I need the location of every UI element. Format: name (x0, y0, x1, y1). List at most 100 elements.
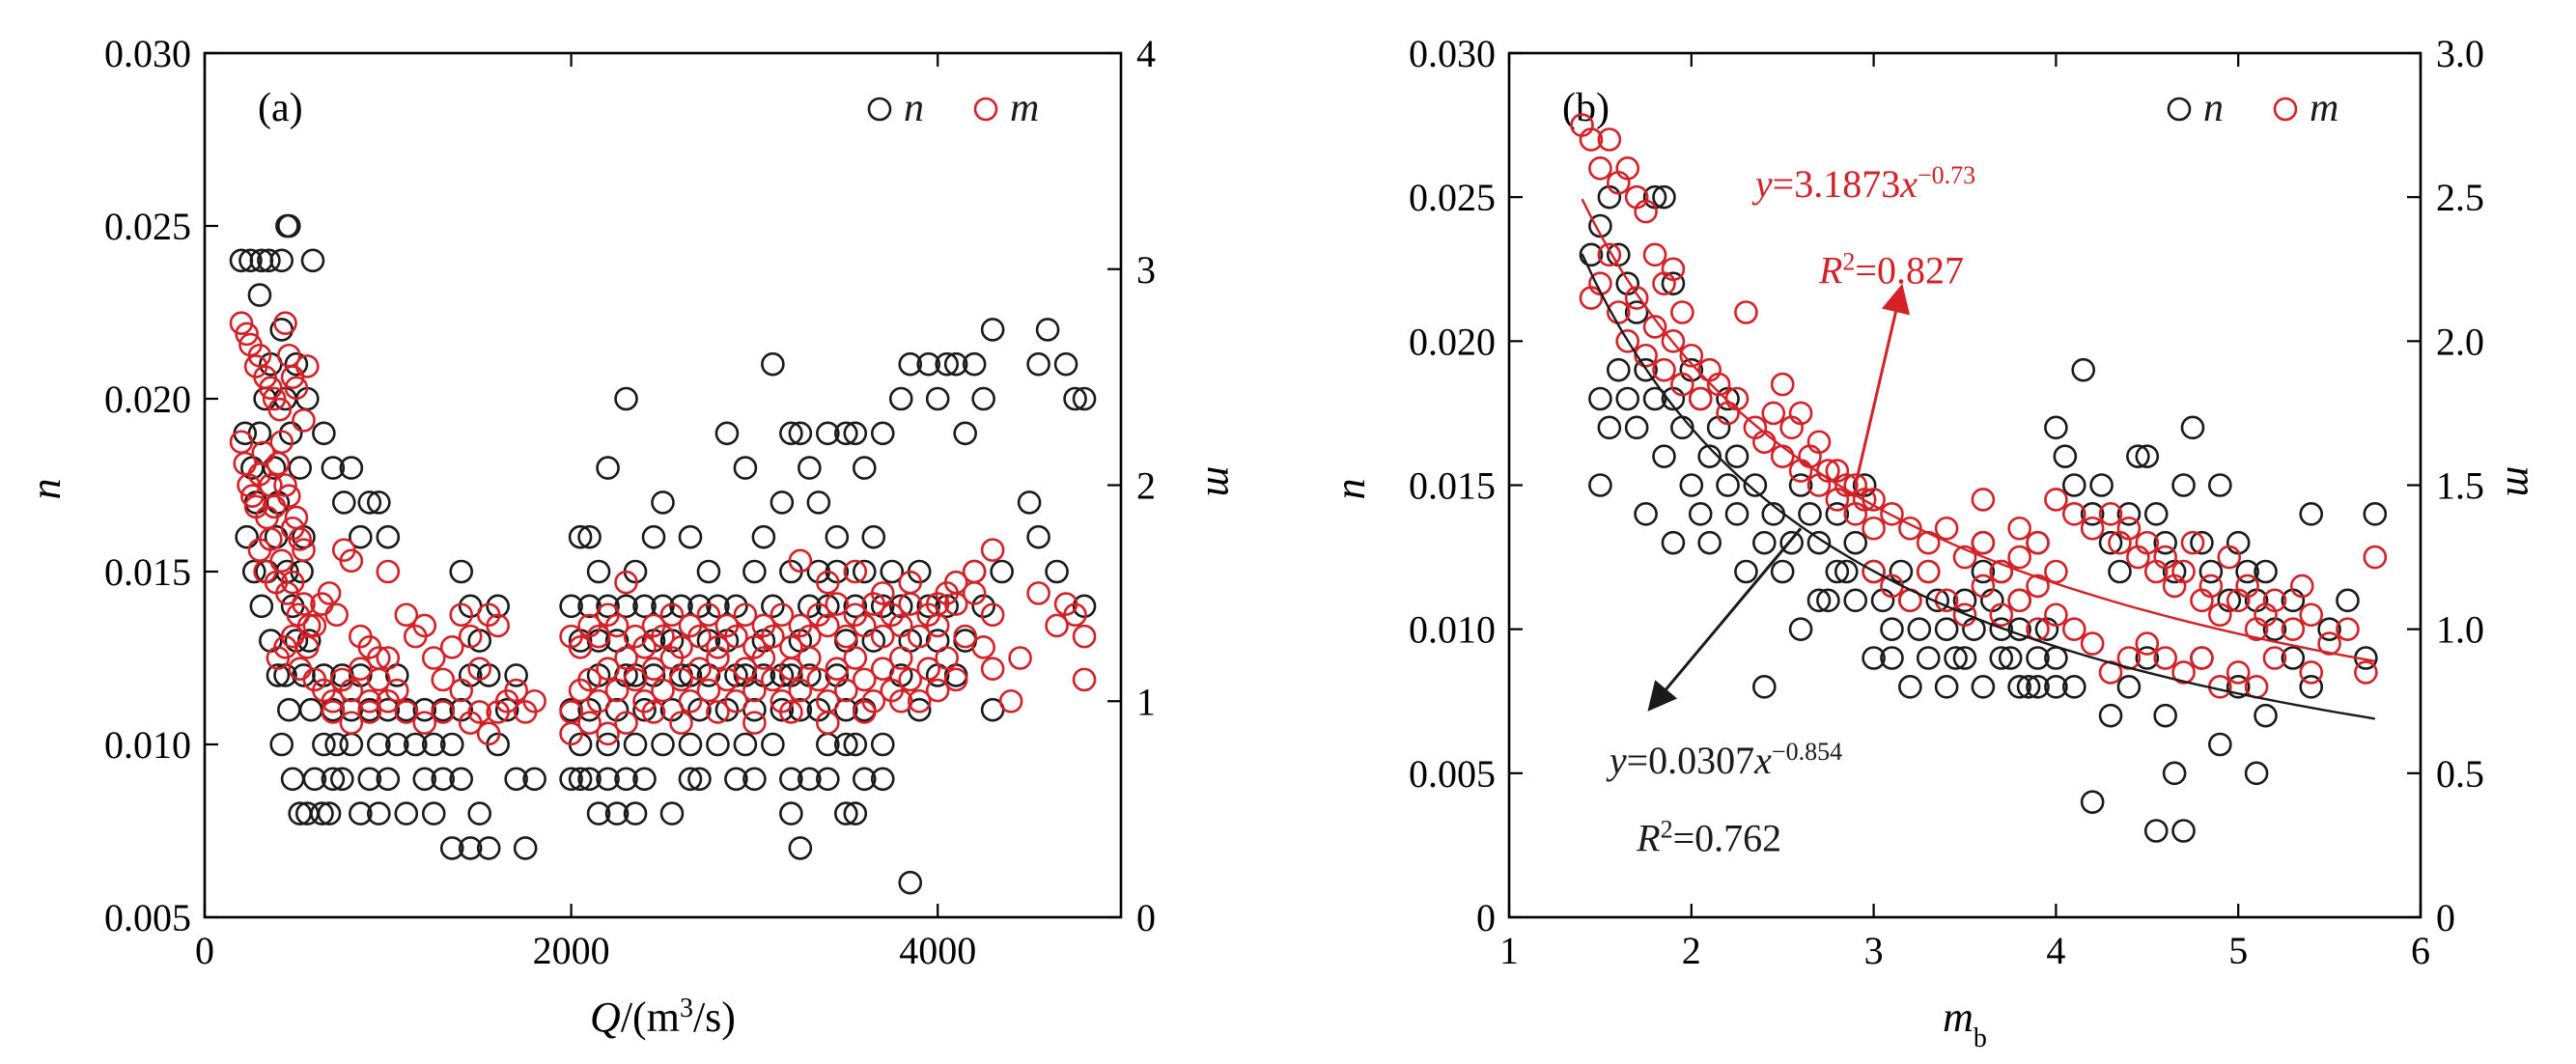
y2-tick-label: 1 (1136, 680, 1156, 723)
scatter-point-n (1697, 444, 1722, 468)
x-tick-label: 4000 (899, 929, 976, 972)
y2-axis-label: m (1198, 466, 1246, 497)
scatter-point-n (1045, 559, 1069, 584)
legend-label-m: m (1010, 86, 1039, 130)
scatter-point-n (1053, 351, 1078, 377)
scatter-point-m (376, 688, 401, 714)
scatter-point-n (1971, 559, 1996, 584)
y2-tick-label: 3 (1136, 248, 1156, 292)
eq-coef: =0.0307 (1627, 739, 1755, 782)
scatter-point-m (2262, 646, 2287, 670)
scatter-point-m (280, 570, 305, 595)
scatter-point-n (367, 801, 391, 826)
scatter-point-n (733, 456, 758, 480)
x-axis-label-sub: b (1974, 1023, 1987, 1053)
scatter-point-m (641, 700, 666, 724)
scatter-point-n (980, 318, 1005, 342)
y2-tick-label: 1.5 (2436, 464, 2484, 508)
scatter-point-m (266, 451, 291, 476)
scatter-point-n (1770, 559, 1795, 584)
scatter-point-m (980, 538, 1005, 562)
scatter-point-m (2153, 545, 2177, 570)
scatter-point-n (1989, 646, 2014, 670)
scatter-point-m (2262, 588, 2287, 613)
scatter-point-n (870, 421, 895, 446)
scatter-point-n (632, 767, 657, 792)
scatter-point-n (1934, 617, 1959, 641)
scatter-point-m (1862, 516, 1886, 541)
scatter-point-n (623, 732, 648, 757)
scatter-point-n (2143, 819, 2169, 843)
scatter-point-m (2044, 488, 2068, 512)
scatter-point-m (833, 678, 858, 703)
legend-label-n: n (2203, 86, 2224, 130)
scatter-point-n (2244, 761, 2269, 786)
scatter-point-n (317, 801, 342, 826)
scatter-point-m (998, 688, 1023, 714)
scatter-point-m (614, 646, 638, 670)
scatter-point-m (317, 581, 342, 605)
scatter-point-n (349, 801, 373, 826)
legend-marker-n (867, 97, 892, 122)
scatter-point-m (431, 667, 456, 692)
scatter-point-m (816, 570, 840, 595)
scatter-point-m (2226, 660, 2251, 685)
scatter-point-m (1706, 372, 1731, 397)
scatter-point-m (1652, 357, 1676, 382)
scatter-point-n (2007, 617, 2031, 641)
scatter-point-m (2336, 617, 2360, 641)
scatter-point-n (2053, 444, 2078, 468)
y-tick-label: 0.030 (1409, 32, 1496, 75)
scatter-point-n (916, 594, 941, 619)
scatter-point-n (504, 767, 528, 792)
chart-panel-a: 0 2000 4000 0.005 0.010 0.015 0.020 0.025 0.030 0… (22, 32, 1246, 1041)
scatter-point-n (357, 490, 382, 515)
scatter-point-n (339, 456, 364, 480)
scatter-point-n (669, 594, 693, 619)
scatter-point-n (779, 801, 803, 826)
scatter-point-n (2135, 444, 2160, 468)
x-axis-label-unit: /(m (621, 994, 680, 1041)
scatter-point-m (2217, 545, 2242, 570)
scatter-point-m (486, 613, 510, 638)
scatter-point-n (779, 767, 803, 792)
scatter-point-n (870, 767, 895, 792)
scatter-point-m (1806, 430, 1832, 455)
y2-tick-label: 0.5 (2436, 752, 2484, 796)
scatter-point-n (1752, 530, 1777, 555)
scatter-point-n (825, 524, 850, 549)
scatter-point-m (262, 386, 287, 411)
scatter-point-m (706, 635, 730, 659)
scatter-point-m (1661, 329, 1686, 353)
scatter-point-m (852, 700, 877, 724)
x-axis-label-unit-end: /s) (693, 994, 736, 1041)
scatter-point-n (1588, 473, 1612, 497)
scatter-point-n (522, 767, 546, 792)
scatter-point-m (2026, 574, 2050, 599)
scatter-point-n (916, 351, 941, 377)
scatter-point-m (907, 624, 932, 649)
scatter-point-n (596, 767, 620, 792)
scatter-point-m (843, 646, 868, 670)
scatter-point-n (833, 732, 858, 757)
scatter-point-m (604, 678, 630, 703)
scatter-point-n (275, 213, 299, 238)
scatter-point-n (1952, 588, 1977, 613)
scatter-point-m (522, 688, 546, 714)
scatter-point-m (806, 667, 831, 692)
scatter-point-n (357, 767, 382, 792)
scatter-point-m (269, 548, 294, 574)
scatter-point-m (641, 657, 666, 681)
scatter-point-m (935, 646, 959, 670)
scatter-point-m (288, 527, 312, 551)
scatter-point-n (1606, 357, 1631, 382)
y2-tick-label: 3.0 (2436, 32, 2484, 75)
legend-label-m: m (2310, 86, 2338, 130)
scatter-point-n (1825, 502, 1850, 526)
scatter-point-m (568, 635, 593, 659)
fit-r2-m: R2=0.827 (1818, 247, 1964, 293)
scatter-point-n (2116, 502, 2142, 526)
scatter-point-m (267, 397, 293, 422)
scatter-point-m (980, 602, 1005, 628)
scatter-point-n (2126, 444, 2150, 468)
